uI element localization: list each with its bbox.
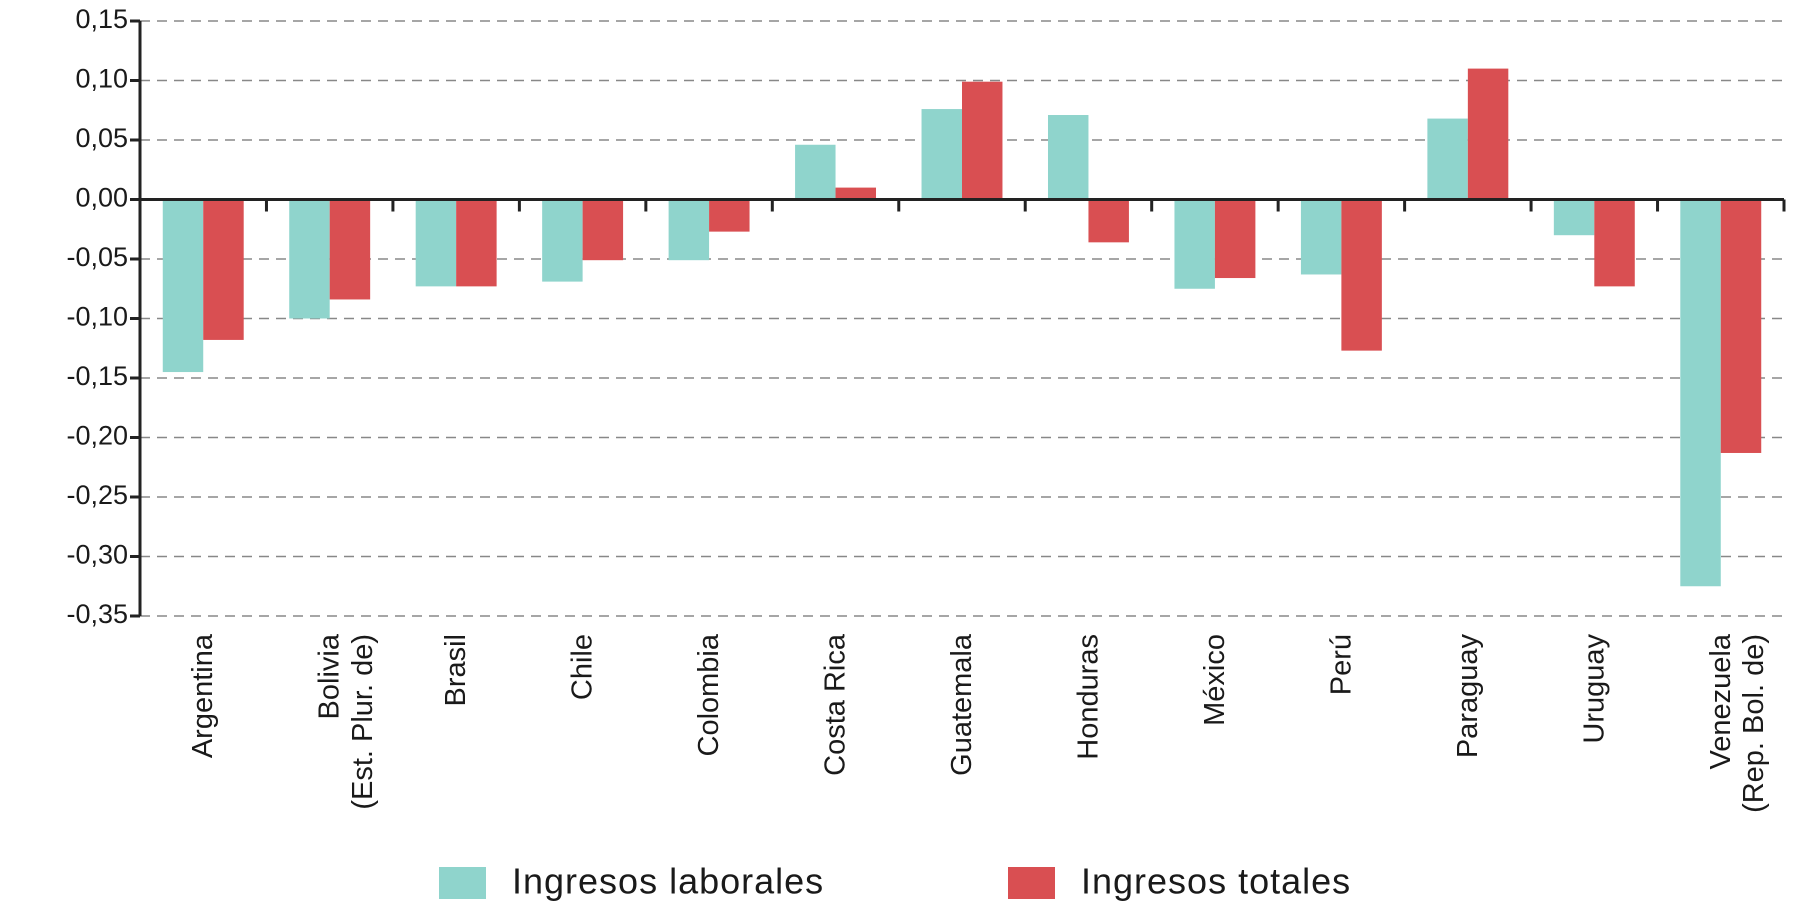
legend-label: Ingresos totales	[1081, 861, 1351, 902]
x-tick-label: Brasil	[440, 634, 472, 707]
x-tick-label: Chile	[567, 634, 599, 700]
bar	[668, 199, 710, 261]
bar	[1467, 68, 1509, 200]
bar	[329, 199, 371, 300]
y-tick-label: -0,15	[66, 361, 128, 391]
bar	[1214, 199, 1256, 279]
legend-swatch	[439, 867, 486, 899]
y-tick-label: -0,05	[66, 242, 128, 272]
bar	[1341, 199, 1382, 351]
bar	[1047, 115, 1089, 200]
y-tick-label: -0,30	[66, 540, 128, 570]
bar	[162, 199, 204, 373]
bar	[921, 109, 962, 200]
y-tick-label: -0,35	[66, 599, 128, 629]
x-tick-label: Venezuela(Rep. Bol. de)	[1705, 633, 1770, 813]
y-tick-label: 0,00	[75, 183, 128, 213]
x-tick-label: México	[1199, 634, 1231, 726]
bar	[289, 199, 330, 319]
bar	[415, 199, 457, 287]
bar	[1300, 199, 1342, 275]
x-tick-label: Perú	[1325, 634, 1357, 695]
x-tick-label: Guatemala	[946, 633, 978, 776]
bar	[709, 199, 750, 232]
x-tick-label: Honduras	[1072, 634, 1104, 760]
bar	[1680, 199, 1721, 587]
x-tick-label: Costa Rica	[820, 633, 852, 776]
bar	[1720, 199, 1762, 453]
legend-swatch	[1008, 867, 1055, 899]
y-tick-label: -0,25	[66, 480, 128, 510]
bar	[456, 199, 497, 287]
bar	[582, 199, 624, 261]
bar	[962, 81, 1003, 200]
bar	[1088, 199, 1129, 243]
bar	[1174, 199, 1215, 289]
y-tick-label: 0,05	[75, 123, 128, 153]
y-tick-label: 0,10	[75, 64, 128, 94]
bar	[1553, 199, 1595, 236]
y-tick-label: 0,15	[75, 4, 128, 34]
x-tick-label: Bolivia(Est. Plur. de)	[314, 633, 379, 810]
x-tick-label: Paraguay	[1452, 634, 1484, 759]
y-tick-label: -0,20	[66, 421, 128, 451]
bar	[542, 199, 583, 282]
y-tick-label: -0,10	[66, 302, 128, 332]
x-tick-label: Colombia	[693, 633, 725, 756]
bar	[1594, 199, 1635, 287]
bar	[203, 199, 244, 340]
bar	[795, 144, 836, 200]
legend-label: Ingresos laborales	[512, 861, 824, 902]
x-tick-label: Argentina	[187, 633, 219, 758]
bar	[1427, 118, 1468, 200]
x-tick-label: Uruguay	[1578, 634, 1610, 744]
bar	[835, 187, 877, 200]
